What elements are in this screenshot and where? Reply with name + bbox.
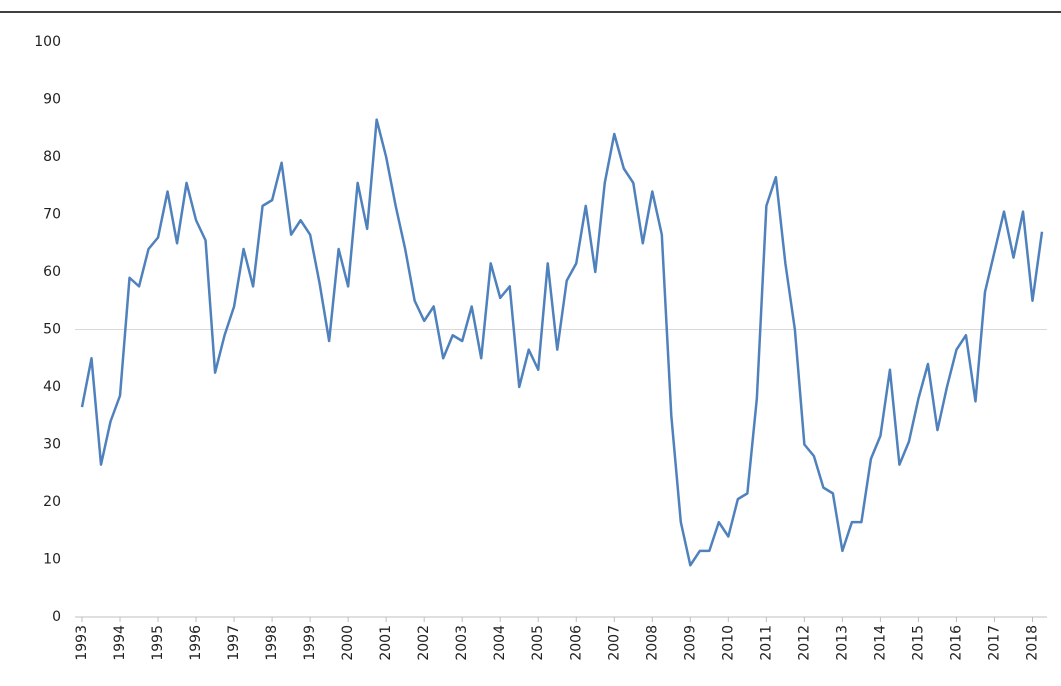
y-tick-label: 0 (52, 609, 61, 625)
y-tick-label: 80 (43, 149, 61, 165)
x-tick-label: 2002 (416, 625, 432, 661)
x-tick-label: 2018 (1024, 625, 1040, 661)
x-tick-label: 1998 (264, 625, 280, 661)
x-tick-label: 2012 (796, 625, 812, 661)
x-tick-label: 2005 (530, 625, 546, 661)
x-tick-label: 2011 (758, 625, 774, 661)
y-tick-label: 10 (43, 552, 61, 568)
x-tick-label: 2013 (834, 625, 850, 661)
x-tick-label: 2016 (948, 625, 964, 661)
x-tick-label: 1996 (188, 625, 204, 661)
x-tick-label: 1994 (112, 625, 128, 661)
data-line (80, 118, 1044, 567)
x-tick-label: 2004 (492, 625, 508, 661)
x-tick-label: 1995 (150, 625, 166, 661)
x-tick-label: 2015 (910, 625, 926, 661)
y-tick-label: 100 (34, 34, 61, 50)
x-tick-label: 2000 (340, 625, 356, 661)
x-tick-label: 2006 (568, 625, 584, 661)
x-tick-label: 2001 (378, 625, 394, 661)
y-tick-label: 50 (43, 322, 61, 338)
x-tick-label: 2017 (986, 625, 1002, 661)
y-tick-label: 90 (43, 92, 61, 108)
x-tick-label: 1999 (302, 625, 318, 661)
x-tick-label: 1997 (226, 625, 242, 661)
x-tick-label: 2008 (644, 625, 660, 661)
y-tick-label: 70 (43, 207, 61, 223)
x-tick-label: 2009 (682, 625, 698, 661)
x-tick-label: 2007 (606, 625, 622, 661)
x-tick-label: 2010 (720, 625, 736, 661)
x-tick-label: 2003 (454, 625, 470, 661)
y-tick-label: 60 (43, 264, 61, 280)
y-tick-label: 40 (43, 379, 61, 395)
y-tick-label: 30 (43, 437, 61, 453)
y-tick-label: 20 (43, 494, 61, 510)
x-tick-label: 2014 (872, 625, 888, 661)
x-tick-label: 1993 (74, 625, 90, 661)
